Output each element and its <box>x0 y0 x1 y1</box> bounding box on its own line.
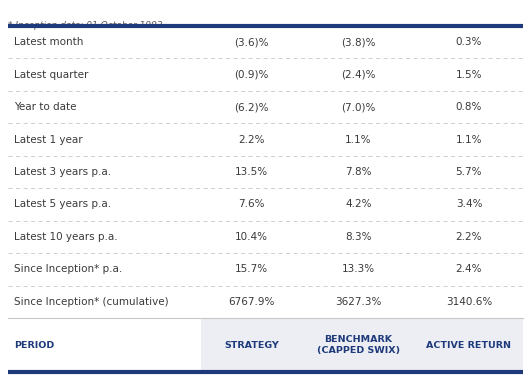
Bar <box>8 188 523 221</box>
Bar <box>8 58 523 91</box>
Text: (0.9)%: (0.9)% <box>234 70 269 79</box>
Bar <box>8 253 523 286</box>
Text: 1.5%: 1.5% <box>456 70 482 79</box>
Text: Since Inception* p.a.: Since Inception* p.a. <box>14 264 122 274</box>
Text: Latest 5 years p.a.: Latest 5 years p.a. <box>14 199 111 209</box>
Text: PERIOD: PERIOD <box>14 341 54 349</box>
Text: 0.3%: 0.3% <box>456 37 482 47</box>
Bar <box>8 123 523 156</box>
Text: 15.7%: 15.7% <box>235 264 268 274</box>
Text: Year to date: Year to date <box>14 102 76 112</box>
Text: 0.8%: 0.8% <box>456 102 482 112</box>
Text: (3.6)%: (3.6)% <box>234 37 269 47</box>
Text: Since Inception* (cumulative): Since Inception* (cumulative) <box>14 297 169 307</box>
Text: STRATEGY: STRATEGY <box>224 341 279 349</box>
Text: (7.0)%: (7.0)% <box>341 102 375 112</box>
Bar <box>8 156 523 188</box>
Text: 6767.9%: 6767.9% <box>228 297 275 307</box>
Text: (3.8)%: (3.8)% <box>341 37 375 47</box>
Bar <box>302 318 415 372</box>
Text: (6.2)%: (6.2)% <box>234 102 269 112</box>
Text: 8.3%: 8.3% <box>345 232 372 242</box>
Bar <box>8 221 523 253</box>
Text: 2.2%: 2.2% <box>456 232 482 242</box>
Bar <box>415 318 523 372</box>
Text: 1.1%: 1.1% <box>456 134 482 144</box>
Text: 3627.3%: 3627.3% <box>335 297 381 307</box>
Text: * Inception date: 01 October 1993: * Inception date: 01 October 1993 <box>8 21 162 30</box>
Text: Latest 3 years p.a.: Latest 3 years p.a. <box>14 167 111 177</box>
Text: 5.7%: 5.7% <box>456 167 482 177</box>
Text: 10.4%: 10.4% <box>235 232 268 242</box>
Text: ACTIVE RETURN: ACTIVE RETURN <box>426 341 511 349</box>
Text: 2.4%: 2.4% <box>456 264 482 274</box>
Bar <box>201 318 302 372</box>
Text: 2.2%: 2.2% <box>238 134 264 144</box>
Text: 7.8%: 7.8% <box>345 167 372 177</box>
Text: BENCHMARK
(CAPPED SWIX): BENCHMARK (CAPPED SWIX) <box>316 335 400 355</box>
Text: 1.1%: 1.1% <box>345 134 372 144</box>
Text: Latest quarter: Latest quarter <box>14 70 88 79</box>
Text: 7.6%: 7.6% <box>238 199 264 209</box>
Text: Latest 1 year: Latest 1 year <box>14 134 83 144</box>
Text: 4.2%: 4.2% <box>345 199 372 209</box>
Bar <box>8 318 201 372</box>
Bar <box>8 91 523 123</box>
Bar <box>8 26 523 58</box>
Bar <box>8 286 523 318</box>
Text: 13.3%: 13.3% <box>341 264 375 274</box>
Text: 3.4%: 3.4% <box>456 199 482 209</box>
Text: 13.5%: 13.5% <box>235 167 268 177</box>
Text: 3140.6%: 3140.6% <box>446 297 492 307</box>
Text: (2.4)%: (2.4)% <box>341 70 375 79</box>
Text: Latest 10 years p.a.: Latest 10 years p.a. <box>14 232 118 242</box>
Text: Latest month: Latest month <box>14 37 83 47</box>
